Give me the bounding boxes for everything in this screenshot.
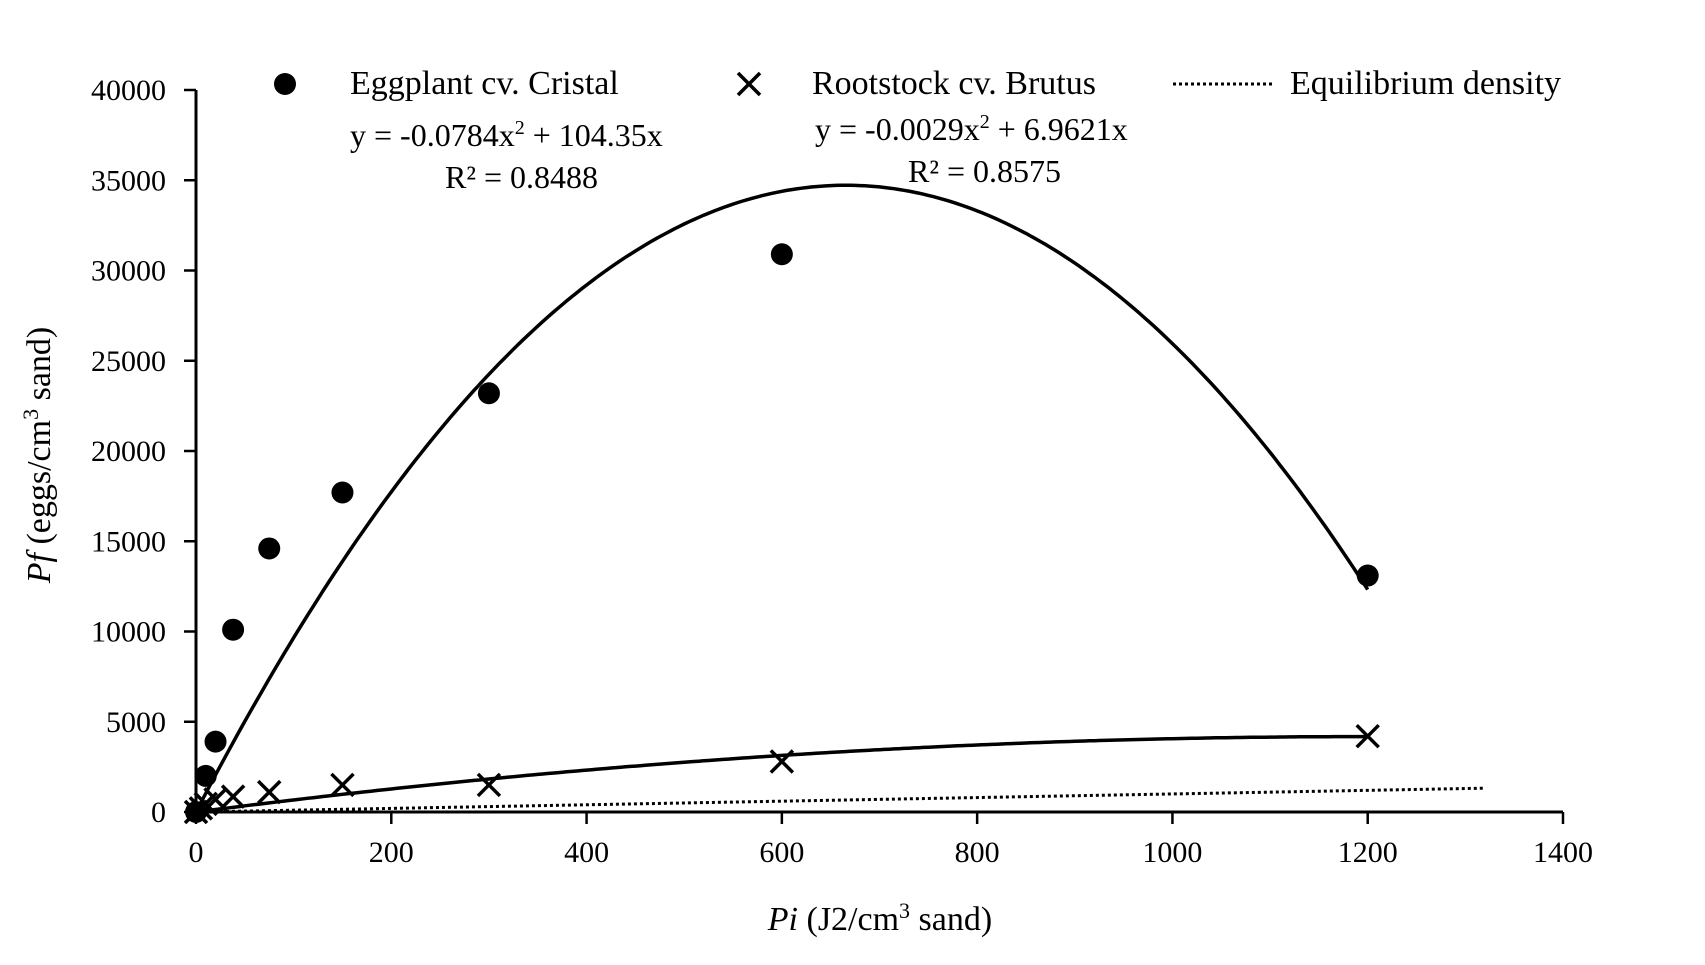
rootstock-point — [256, 779, 282, 805]
x-tick-label: 1000 — [1142, 836, 1202, 869]
eggplant-point — [1356, 564, 1379, 587]
y-tick-label: 15000 — [91, 525, 166, 558]
eggplant-trendline — [194, 183, 1370, 813]
x-tick-label: 1200 — [1338, 836, 1398, 869]
y-axis-title: Pf (eggs/cm3 sand) — [18, 327, 58, 585]
rootstock-trendline — [195, 734, 1368, 814]
x-tick-label: 400 — [564, 836, 609, 869]
x-tick-label: 800 — [955, 836, 1000, 869]
eggplant-point — [331, 481, 354, 504]
rootstock-equation: y = -0.0029x2 + 6.9621x — [815, 111, 1128, 147]
eggplant-equation: y = -0.0784x2 + 104.35x — [350, 117, 663, 153]
rootstock-r-squared: R² = 0.8575 — [908, 153, 1061, 189]
rootstock-point — [1355, 723, 1380, 749]
eggplant-r-squared: R² = 0.8488 — [445, 159, 598, 195]
x-tick-label: 1400 — [1533, 836, 1593, 869]
legend-marker-rootstock — [736, 71, 762, 97]
eggplant-point — [477, 382, 500, 405]
legend: Eggplant cv. Cristal Rootstock cv. Brutu… — [274, 65, 1561, 102]
eggplant-point — [770, 243, 793, 266]
eggplant-point — [258, 537, 281, 560]
x-tick-label: 0 — [189, 836, 204, 869]
x-axis-ticks: 0 200 400 600 800 1000 1200 1400 — [189, 812, 1593, 869]
equilibrium-density-line — [195, 786, 1485, 814]
y-axis-ticks: 0 5000 10000 15000 20000 25000 30000 35000 40000 — [91, 74, 196, 829]
x-tick-label: 200 — [369, 836, 414, 869]
rootstock-point — [220, 784, 246, 809]
data-points — [183, 243, 1380, 825]
y-tick-label: 40000 — [91, 74, 166, 107]
eggplant-point — [194, 764, 217, 787]
rootstock-point — [330, 772, 355, 798]
legend-label-equilibrium: Equilibrium density — [1290, 65, 1561, 102]
x-axis-title: Pi (J2/cm3 sand) — [767, 898, 992, 938]
rootstock-point — [769, 749, 795, 774]
x-tick-label: 600 — [759, 836, 804, 869]
y-tick-label: 25000 — [91, 345, 166, 378]
eggplant-point — [222, 618, 245, 641]
y-tick-label: 5000 — [106, 706, 166, 739]
y-tick-label: 20000 — [91, 435, 166, 468]
legend-marker-eggplant — [274, 73, 296, 95]
y-tick-label: 0 — [151, 796, 166, 829]
y-tick-label: 35000 — [91, 164, 166, 197]
eggplant-point — [204, 730, 227, 753]
trendlines — [194, 183, 1370, 814]
y-tick-label: 10000 — [91, 616, 166, 649]
y-tick-label: 30000 — [91, 255, 166, 288]
legend-label-eggplant: Eggplant cv. Cristal — [350, 65, 619, 102]
rootstock-point — [476, 772, 502, 798]
axes — [194, 90, 1563, 814]
legend-label-rootstock: Rootstock cv. Brutus — [812, 65, 1096, 102]
equilibrium-density-layer — [195, 786, 1485, 814]
